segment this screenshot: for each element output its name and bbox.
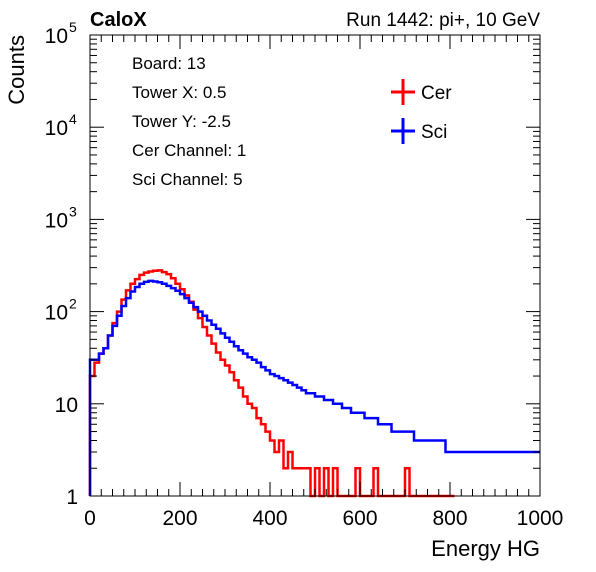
y-tick-label-exponent: 4 (69, 111, 77, 127)
series-cer-line (88, 269, 455, 498)
x-tick-label: 600 (342, 507, 377, 530)
info-tower-y: Tower Y: -2.5 (132, 112, 231, 131)
chart-marks (88, 269, 540, 498)
info-tower-x: Tower X: 0.5 (132, 83, 227, 102)
info-sci-channel: Sci Channel: 5 (132, 170, 243, 189)
y-tick-label-exponent: 5 (69, 19, 77, 35)
info-board: Board: 13 (132, 54, 206, 73)
header-left-label: CaloX (90, 9, 147, 31)
x-axis-title: Energy HG (431, 536, 540, 561)
y-tick-label-exponent: 2 (69, 296, 77, 312)
y-tick-label: 10 (45, 25, 68, 48)
x-tick-label: 200 (162, 507, 197, 530)
y-tick-label: 10 (45, 117, 68, 140)
y-tick-label: 10 (55, 394, 78, 417)
legend-label-cer: Cer (421, 83, 452, 104)
x-tick-label: 0 (84, 507, 96, 530)
y-tick-label: 1 (66, 486, 78, 509)
info-cer-channel: Cer Channel: 1 (132, 141, 247, 160)
y-tick-label-exponent: 3 (69, 203, 77, 219)
y-tick-label: 10 (45, 209, 68, 232)
legend-label-sci: Sci (421, 122, 447, 143)
y-axis-title: Counts (4, 35, 29, 105)
x-tick-label: 1000 (517, 507, 564, 530)
header-right-label: Run 1442: pi+, 10 GeV (346, 10, 540, 31)
x-tick-label: 800 (432, 507, 467, 530)
y-tick-label: 10 (45, 302, 68, 325)
info-box (120, 50, 360, 200)
series-sci-line (88, 279, 540, 496)
x-tick-label: 400 (252, 507, 287, 530)
